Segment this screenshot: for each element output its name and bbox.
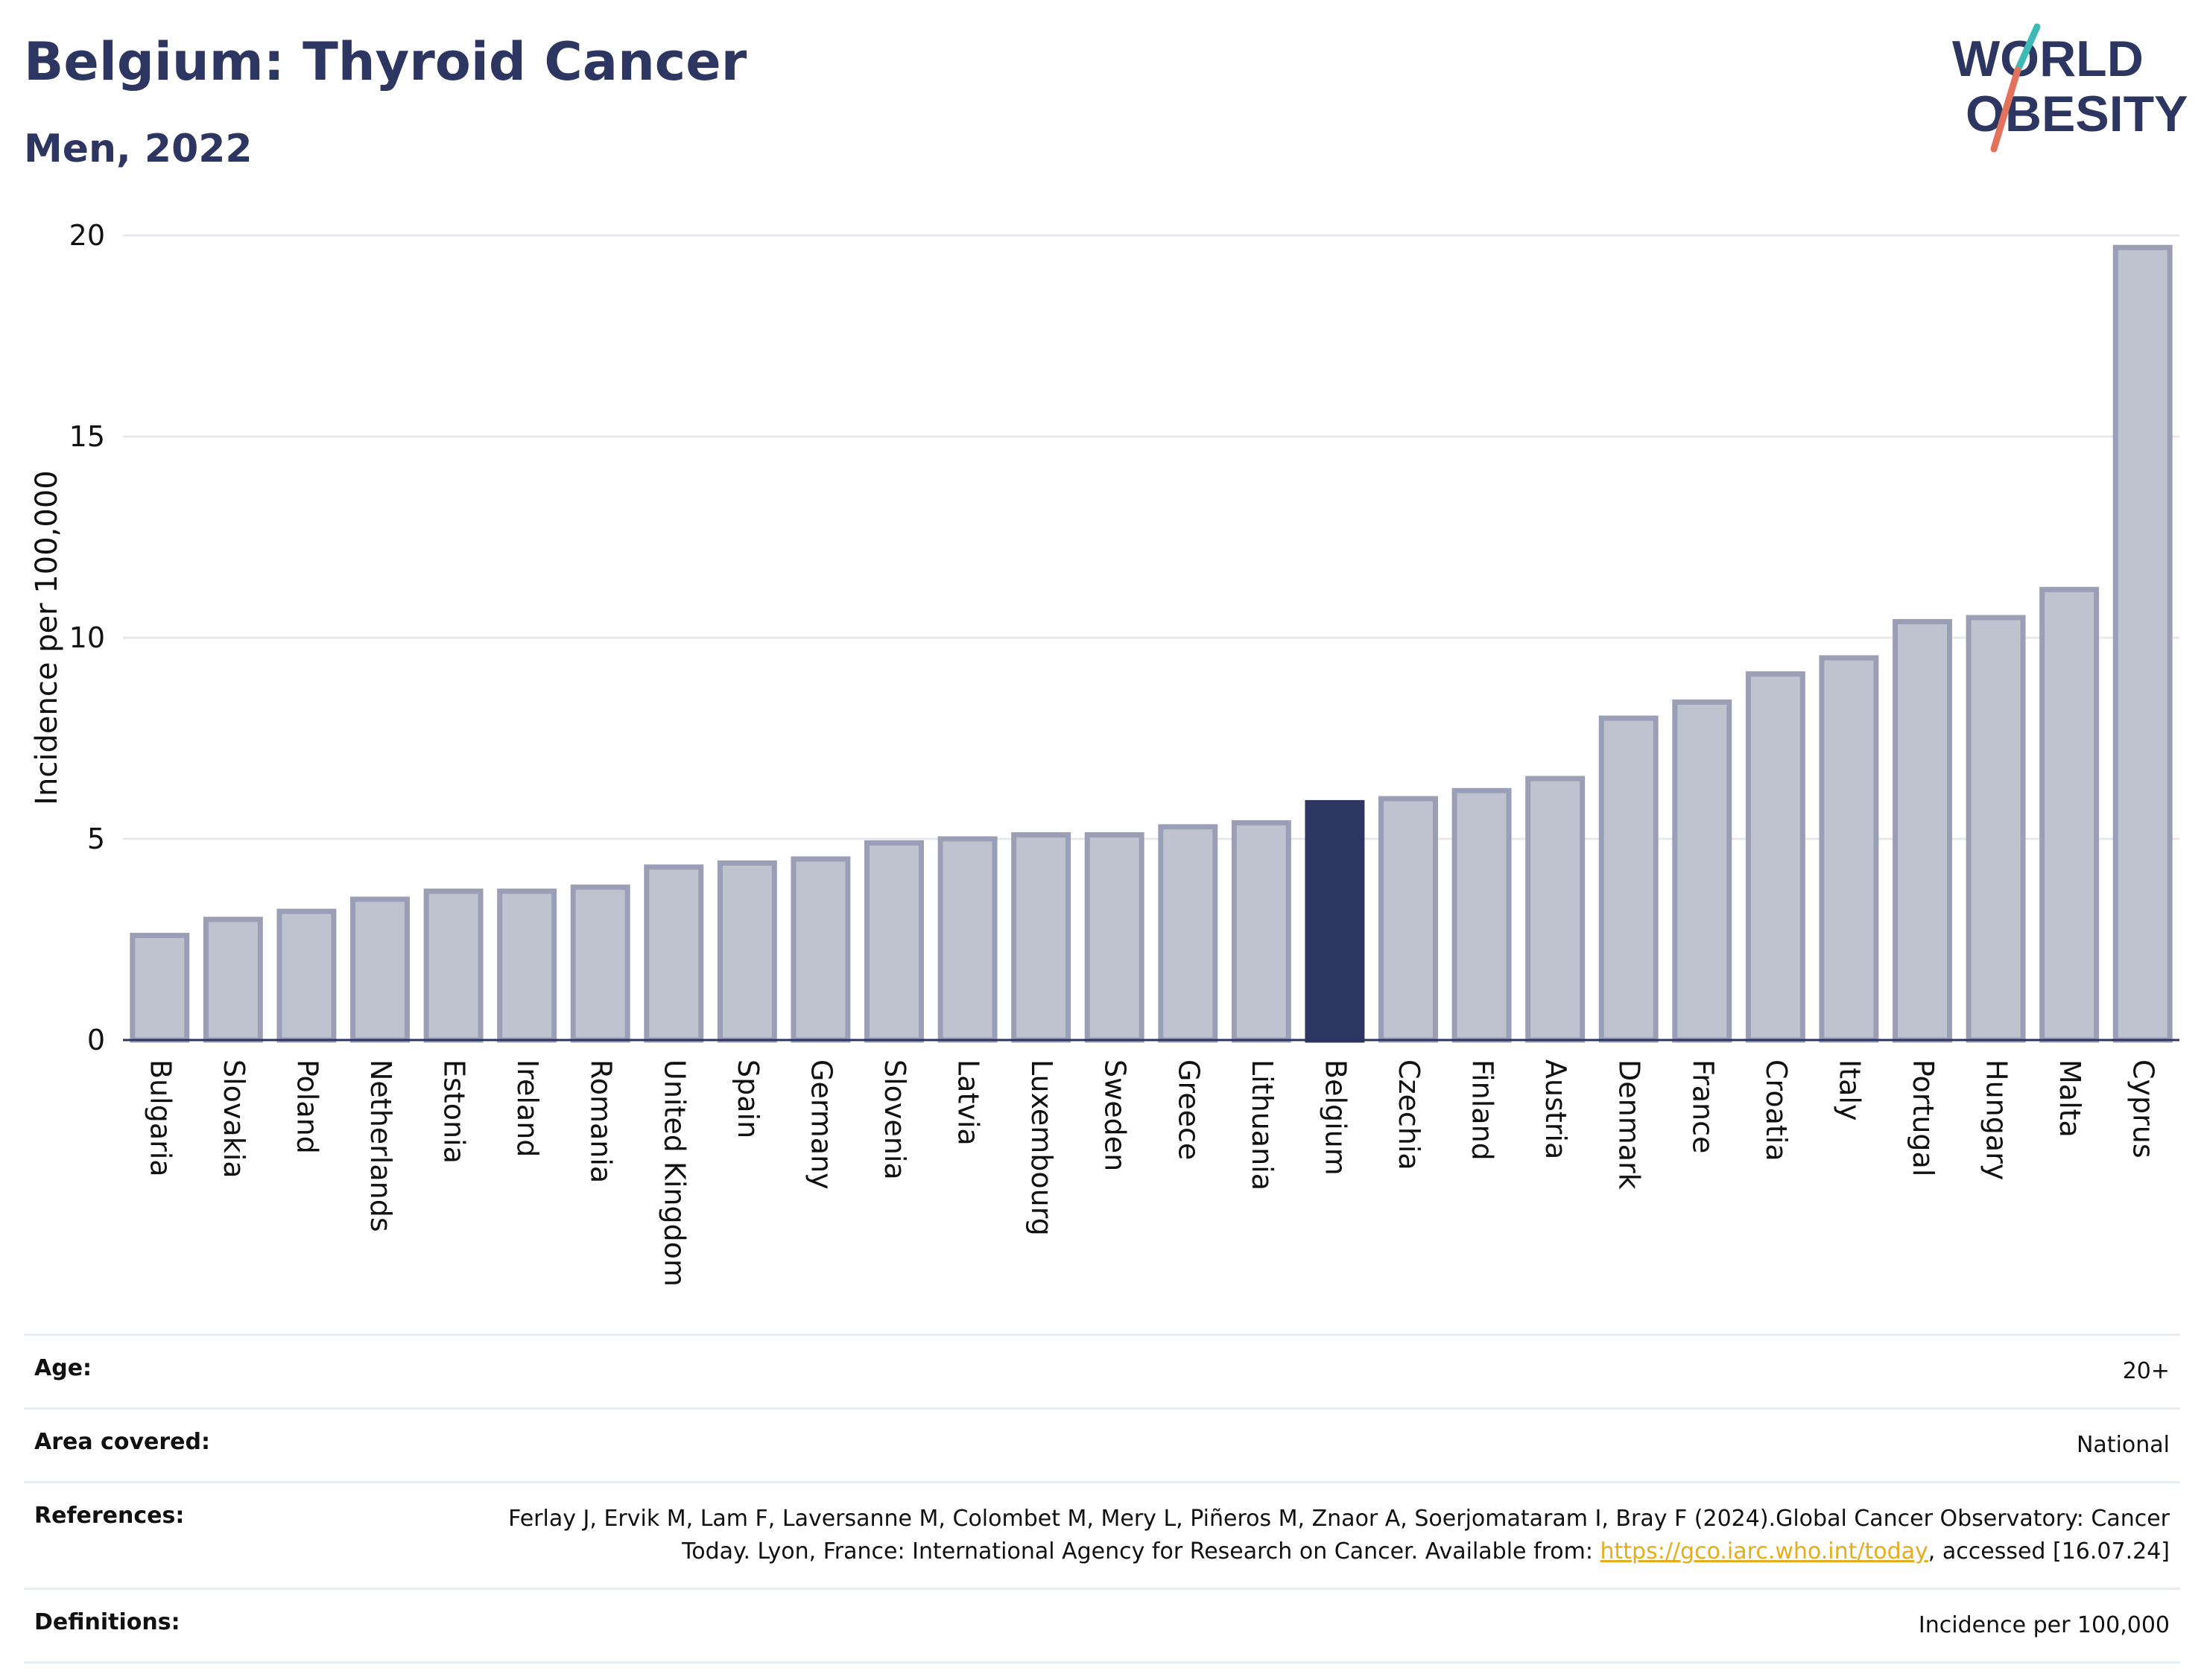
x-tick-label: Netherlands	[364, 1059, 397, 1232]
x-tick-label: Romania	[585, 1059, 618, 1183]
x-tick-label: Austria	[1539, 1059, 1572, 1159]
bar	[1084, 832, 1144, 1043]
metadata-table: Age: 20+ Area covered: National Referenc…	[24, 1334, 2180, 1664]
age-label: Age:	[34, 1355, 92, 1381]
x-tick-label: Italy	[1833, 1059, 1866, 1120]
x-tick-label: Estonia	[438, 1059, 471, 1164]
bar	[1158, 824, 1218, 1043]
meta-row-area: Area covered: National	[24, 1410, 2180, 1483]
x-tick-label: Czechia	[1393, 1059, 1425, 1170]
x-tick-label: Greece	[1172, 1059, 1205, 1160]
bar	[276, 908, 337, 1043]
bar	[791, 856, 851, 1043]
x-tick-label: Croatia	[1760, 1059, 1793, 1161]
x-tick-label: Cyprus	[2127, 1059, 2160, 1158]
x-tick-label: Latvia	[952, 1059, 985, 1146]
x-tick-label: Spain	[732, 1059, 764, 1138]
y-tick-label: 5	[87, 822, 105, 855]
x-tick-label: France	[1686, 1059, 1719, 1153]
bar	[1672, 699, 1732, 1043]
x-tick-label: United Kingdom	[658, 1059, 691, 1287]
definitions-value: Incidence per 100,000	[1918, 1612, 2170, 1638]
references-label: References:	[34, 1503, 185, 1529]
x-tick-label: Sweden	[1099, 1059, 1132, 1171]
x-tick-label: Slovakia	[218, 1059, 250, 1179]
bar	[423, 888, 484, 1043]
bar	[130, 933, 190, 1043]
bar	[570, 884, 630, 1043]
y-tick-label: 15	[69, 420, 105, 453]
logo-slash-teal	[2014, 23, 2041, 74]
bar	[1451, 787, 1512, 1043]
age-value: 20+	[2122, 1358, 2170, 1384]
x-tick-label: Portugal	[1907, 1059, 1939, 1176]
x-tick-label: Poland	[291, 1059, 323, 1154]
y-tick-label: 20	[69, 219, 105, 252]
meta-row-references: References: Ferlay J, Ervik M, Lam F, La…	[24, 1483, 2180, 1590]
bar	[2112, 244, 2173, 1043]
logo-slash-red	[1990, 66, 2021, 153]
world-obesity-logo: WORLD OBESITY	[1952, 23, 2188, 153]
references-accessed: , accessed [16.07.24]	[1928, 1538, 2170, 1565]
bar	[350, 896, 410, 1043]
x-tick-label: Germany	[805, 1059, 837, 1190]
y-tick-label: 10	[69, 621, 105, 654]
chart-subtitle: Men, 2022	[24, 127, 253, 171]
x-tick-label: Ireland	[511, 1059, 544, 1157]
chart-title: Belgium: Thyroid Cancer	[24, 31, 747, 92]
x-tick-label: Malta	[2053, 1059, 2086, 1138]
references-value: Ferlay J, Ervik M, Lam F, Laversanne M, …	[456, 1503, 2170, 1568]
bar	[1966, 615, 2026, 1043]
bar	[1378, 796, 1438, 1043]
x-tick-label: Lithuania	[1246, 1059, 1279, 1191]
bar-highlight	[1305, 799, 1365, 1043]
definitions-label: Definitions:	[34, 1609, 180, 1635]
x-tick-label: Denmark	[1613, 1059, 1646, 1190]
x-tick-label: Slovenia	[878, 1059, 911, 1180]
x-tick-label: Belgium	[1319, 1059, 1352, 1176]
bar	[1745, 671, 1805, 1043]
bar	[937, 836, 998, 1043]
references-text: Ferlay J, Ervik M, Lam F, Laversanne M, …	[508, 1506, 2170, 1565]
y-tick-label: 0	[87, 1024, 105, 1056]
bar	[1011, 832, 1071, 1043]
bar	[203, 916, 263, 1043]
bar	[497, 888, 557, 1043]
area-label: Area covered:	[34, 1429, 210, 1455]
x-tick-label: Bulgaria	[144, 1059, 177, 1177]
bar	[717, 860, 777, 1043]
bar	[644, 864, 704, 1043]
area-value: National	[2076, 1432, 2170, 1458]
meta-row-age: Age: 20+	[24, 1336, 2180, 1410]
x-tick-label: Luxembourg	[1025, 1059, 1058, 1236]
bar	[1231, 820, 1291, 1043]
x-tick-label: Hungary	[1980, 1059, 2013, 1180]
bar-chart: 0 5 10 15 20 Incidence per 100,000 Bulgaria Slo…	[30, 219, 2179, 1287]
bar	[1525, 776, 1586, 1043]
y-axis-label: Incidence per 100,000	[30, 470, 64, 805]
meta-row-definitions: Definitions: Incidence per 100,000	[24, 1590, 2180, 1664]
x-tick-label: Finland	[1466, 1059, 1499, 1161]
bar	[2039, 586, 2100, 1043]
bar	[1598, 715, 1659, 1043]
bar	[1819, 655, 1879, 1043]
bar	[1893, 618, 1952, 1043]
logo-word-world: WORLD	[1952, 31, 2144, 87]
bar	[864, 840, 924, 1043]
references-link[interactable]: https://gco.iarc.who.int/today	[1600, 1538, 1928, 1565]
